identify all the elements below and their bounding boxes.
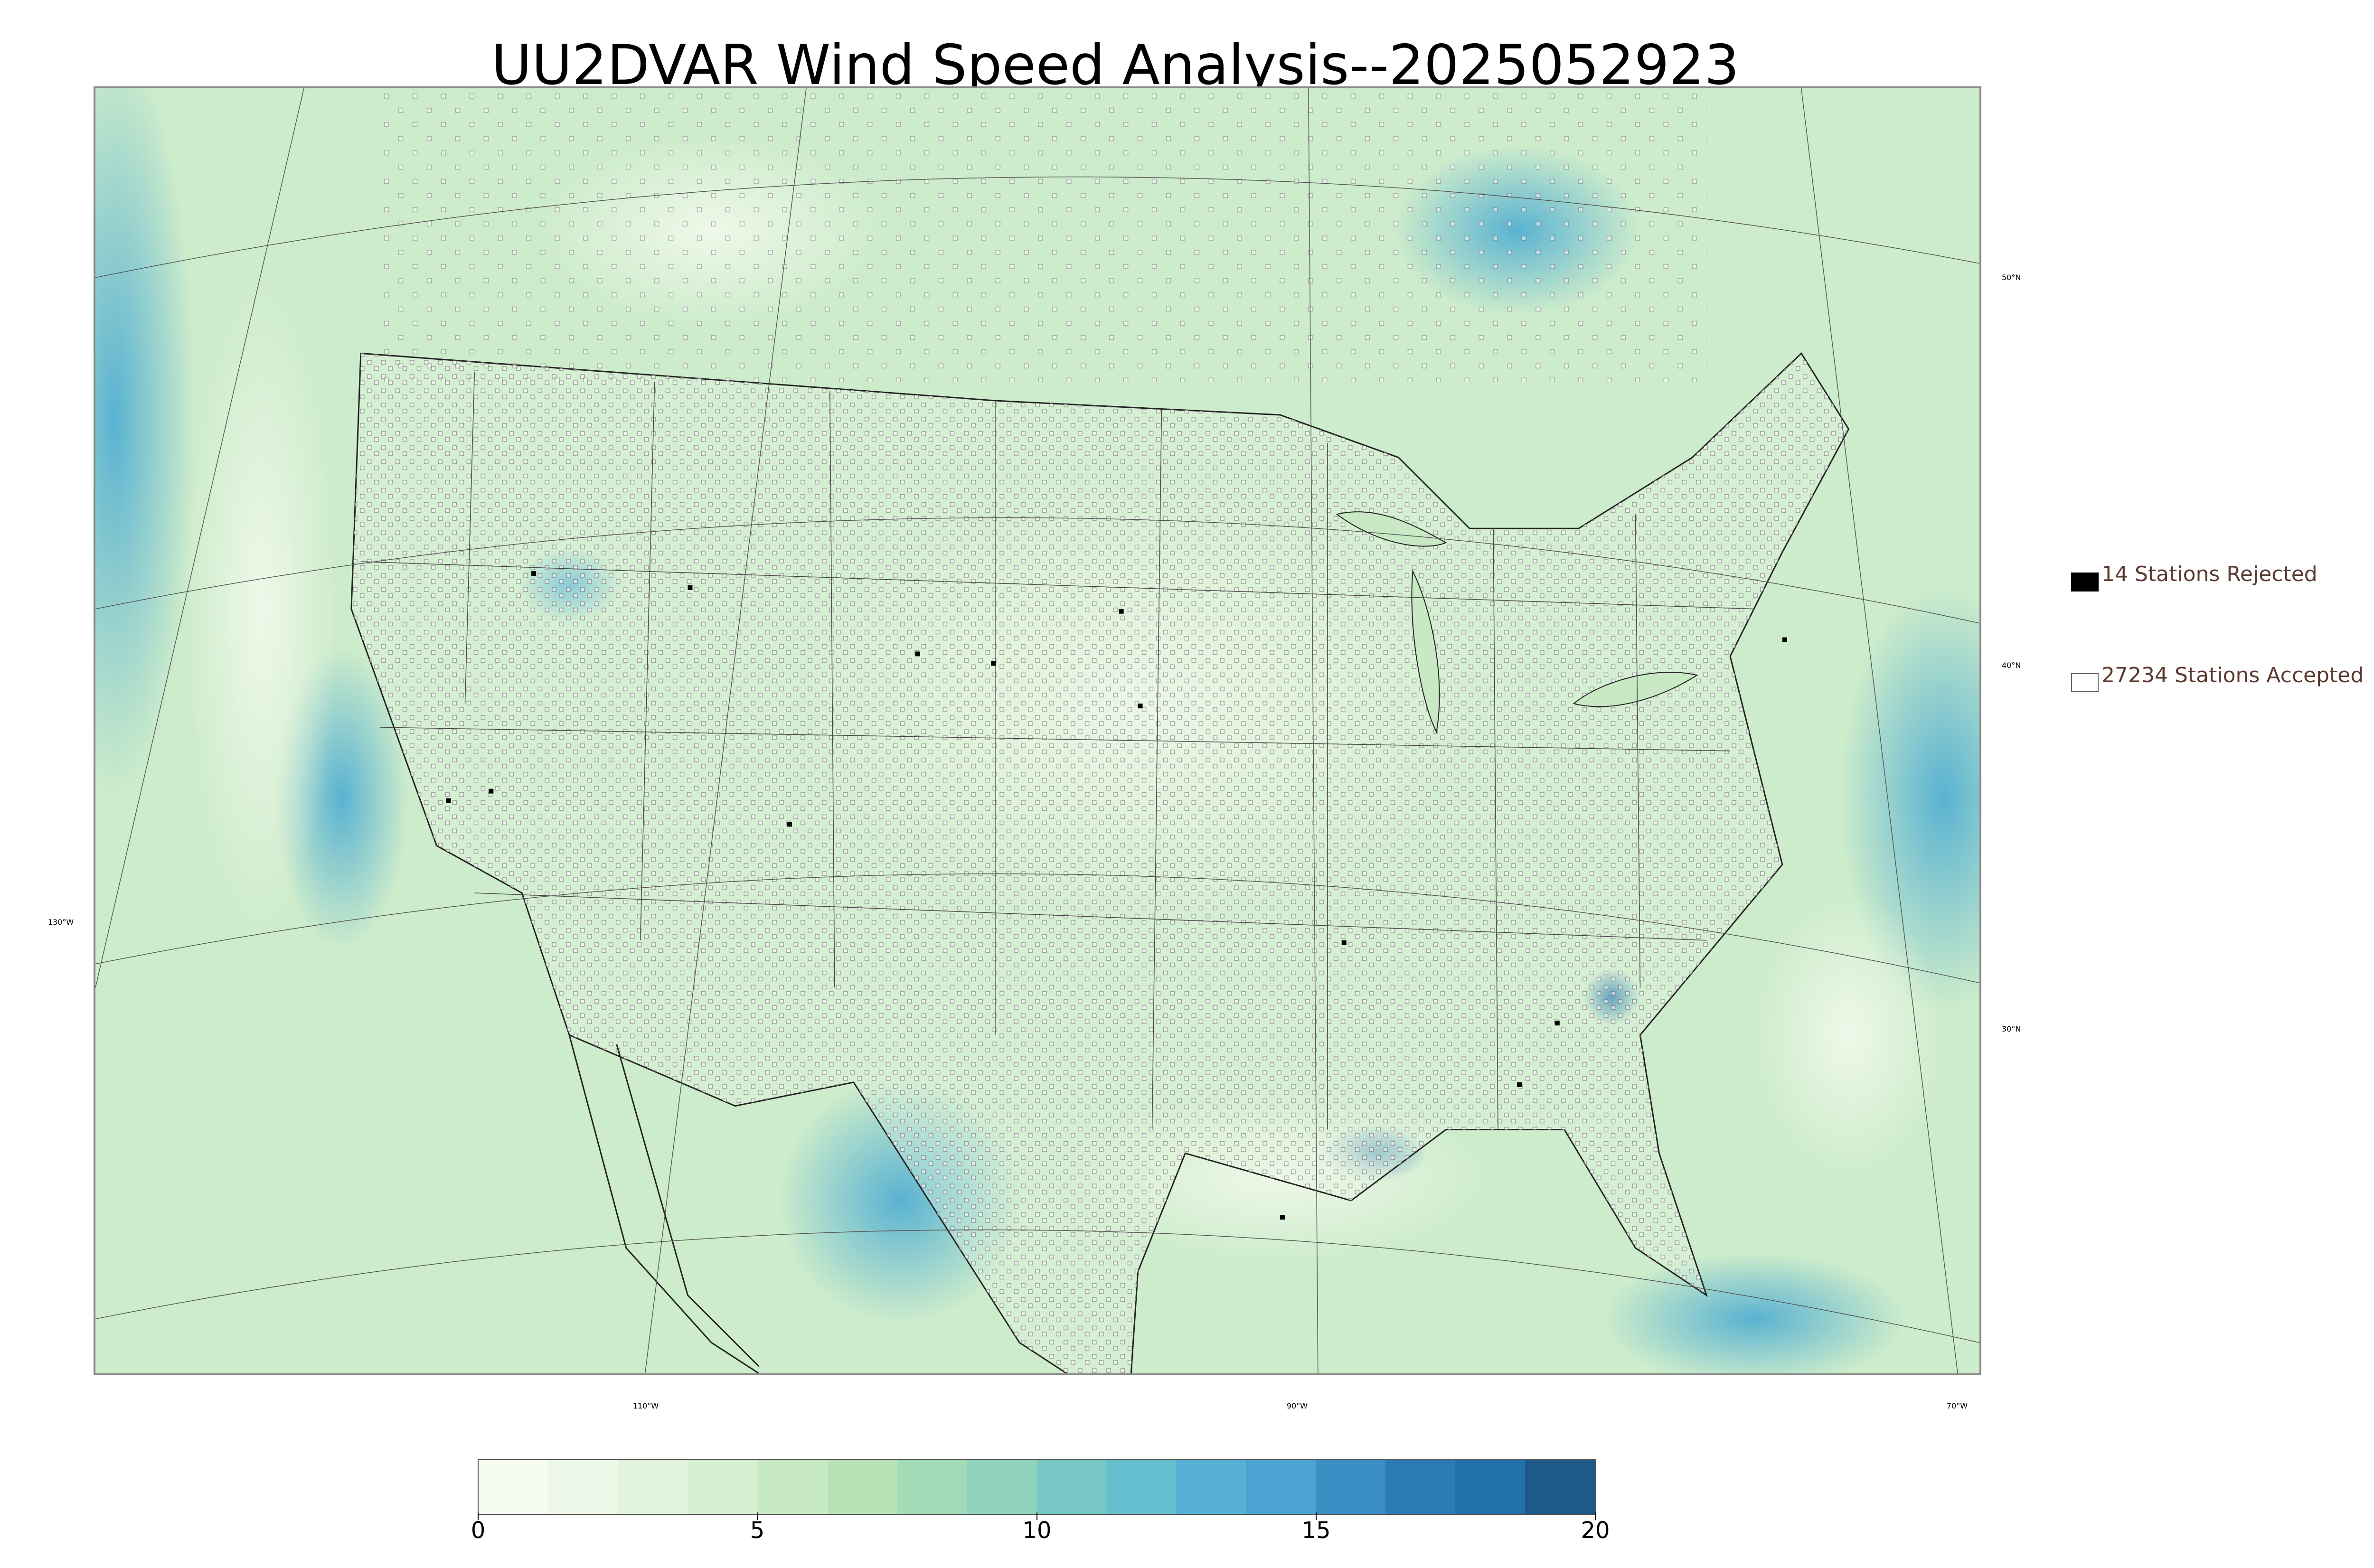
colorbar-segment: [1455, 1460, 1526, 1514]
accepted-stations: [351, 353, 1849, 1373]
rejected-stations: [446, 571, 1787, 1220]
lon-label-70w: 70°W: [1946, 1401, 1968, 1410]
colorbar-segment: [897, 1460, 967, 1514]
colorbar-segment: [1385, 1460, 1456, 1514]
colorbar-segment: [1246, 1460, 1316, 1514]
lon-label-130w: 130°W: [47, 918, 74, 927]
colorbar-segment: [967, 1460, 1037, 1514]
colorbar-segment: [1316, 1460, 1386, 1514]
colorbar-segment: [827, 1460, 897, 1514]
colorbar-tick-label: 20: [1581, 1517, 1610, 1544]
graticule: [95, 88, 1979, 1373]
map-panel: [94, 86, 1981, 1375]
wind-speed-field: [95, 88, 1979, 1373]
colorbar-segment: [618, 1460, 688, 1514]
lat-label-50n: 50°N: [2002, 273, 2021, 282]
colorbar-tick-label: 0: [471, 1517, 486, 1544]
legend-accepted-label: 27234 Stations Accepted: [2101, 663, 2364, 687]
colorbar-segment: [757, 1460, 828, 1514]
colorbar-segment: [479, 1460, 548, 1514]
colorbar-segment: [688, 1460, 758, 1514]
colorbar-tick-label: 10: [1022, 1517, 1052, 1544]
colorbar-segment: [1036, 1460, 1107, 1514]
state-boundaries: [360, 372, 1754, 1130]
colorbar-segment: [1525, 1460, 1595, 1514]
colorbar-segment: [548, 1460, 618, 1514]
accepted-marker: [2071, 673, 2099, 692]
lat-label-40n: 40°N: [2002, 661, 2021, 670]
lon-label-110w: 110°W: [632, 1401, 659, 1410]
colorbar-tick-label: 15: [1301, 1517, 1331, 1544]
lon-label-90w: 90°W: [1286, 1401, 1308, 1410]
colorbar: [478, 1459, 1596, 1515]
lat-label-30n: 30°N: [2002, 1024, 2021, 1033]
legend-rejected-label: 14 Stations Rejected: [2101, 562, 2317, 586]
colorbar-tick-label: 5: [750, 1517, 765, 1544]
rejected-marker: [2071, 573, 2099, 592]
colorbar-segment: [1176, 1460, 1246, 1514]
colorbar-segment: [1106, 1460, 1177, 1514]
